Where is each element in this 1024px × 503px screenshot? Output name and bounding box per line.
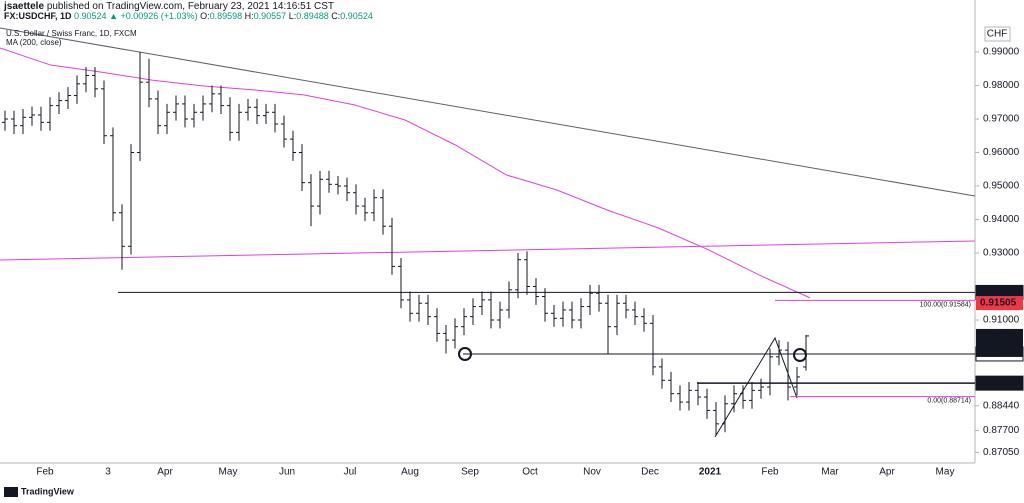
y-tick-label: 0.87050	[983, 447, 1020, 458]
y-tick-label: 0.94000	[983, 214, 1020, 225]
y-tick-label: 0.91000	[983, 315, 1020, 326]
currency-box[interactable]	[984, 26, 1011, 42]
y-tick-label: 0.98000	[983, 80, 1020, 91]
ohlc-key: O:	[200, 11, 210, 21]
y-tick-label: 0.87700	[983, 425, 1020, 436]
ohlc-value: 0.90557	[254, 11, 287, 21]
symbol-line: FX:USDCHF, 1D 0.90524 ▲ +0.00926 (+1.03%…	[4, 11, 373, 21]
published: published on TradingView.com, February 2…	[47, 1, 334, 12]
y-tick-label: 0.95000	[983, 181, 1020, 192]
legend-symbol: U.S. Dollar / Swiss Franc, 1D, FXCM	[6, 29, 137, 38]
zigzag	[714, 336, 798, 438]
x-tick-label: 3	[105, 467, 111, 478]
ohlc-value: 0.89488	[296, 11, 329, 21]
x-tick-label: Mar	[821, 467, 839, 478]
y-tick-label: 0.96000	[983, 147, 1020, 158]
footer: TradingView	[21, 486, 75, 496]
last-price: 0.90524	[74, 11, 107, 21]
legend-ma: MA (200, close)	[6, 38, 62, 47]
x-tick-label: Oct	[522, 467, 538, 478]
x-tick-label: Nov	[583, 467, 601, 478]
ohlc-key: C:	[331, 11, 340, 21]
author-name: jsaettele	[3, 1, 44, 12]
price-label-box	[976, 296, 1023, 311]
price-label: 0.90524	[980, 331, 1017, 342]
price-label-box	[976, 328, 1023, 357]
ma-line	[0, 47, 811, 299]
x-tick-label: Feb	[761, 467, 779, 478]
y-tick-label: 0.99000	[983, 47, 1020, 58]
y-tick-label: 0.88440	[983, 400, 1020, 411]
price-label: 0.91823	[980, 287, 1017, 298]
ohlc-key: L:	[289, 11, 297, 21]
x-tick-label: Apr	[879, 467, 895, 478]
x-tick-label: Jul	[344, 467, 357, 478]
change: ▲ +0.00926 (+1.03%)	[109, 11, 197, 21]
x-tick-label: Dec	[641, 467, 659, 478]
y-tick-label: 0.93000	[983, 248, 1020, 259]
x-tick-label: May	[936, 467, 955, 478]
trendline	[0, 27, 976, 197]
x-tick-label: Feb	[36, 467, 54, 478]
x-tick-label: Jun	[279, 467, 295, 478]
logo-icon	[4, 487, 18, 497]
x-tick-label: May	[219, 467, 238, 478]
ohlc-key: H:	[245, 11, 254, 21]
currency[interactable]: CHF	[987, 29, 1008, 40]
trendline	[0, 240, 976, 261]
x-tick-label: Apr	[157, 467, 173, 478]
price-label: 0.91505	[980, 298, 1017, 309]
price-label-box	[975, 375, 1024, 391]
x-tick-label: Aug	[401, 467, 419, 478]
price-label: 0.89115	[980, 378, 1016, 389]
author: jsaettele published on TradingView.com, …	[3, 1, 334, 12]
ohlc-value: 0.89598	[210, 11, 243, 21]
y-tick-label: 0.97000	[983, 114, 1020, 125]
fib-label: 0.00(0.88714)	[927, 397, 971, 404]
symbol: FX:USDCHF, 1D	[4, 11, 72, 21]
ohlc-value: 0.90524	[340, 11, 373, 21]
x-tick-label: 2021	[699, 467, 722, 478]
fib-label: 100.00(0.91584)	[920, 301, 971, 308]
countdown: 01:43:11	[980, 345, 1020, 356]
x-tick-label: Sep	[461, 467, 479, 478]
